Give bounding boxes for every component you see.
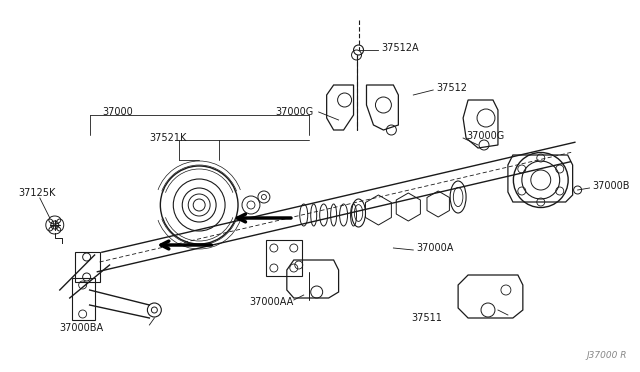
Text: 37521K: 37521K xyxy=(149,133,187,143)
Text: 37125K: 37125K xyxy=(18,188,55,198)
Text: 37000BA: 37000BA xyxy=(60,323,104,333)
Text: 37000G: 37000G xyxy=(466,131,504,141)
Text: 37000B: 37000B xyxy=(593,181,630,191)
Text: 37000AA: 37000AA xyxy=(249,297,293,307)
Text: 37000: 37000 xyxy=(102,107,133,117)
Text: 37000G: 37000G xyxy=(275,107,314,117)
Text: 37512: 37512 xyxy=(436,83,467,93)
Text: 37511: 37511 xyxy=(412,313,442,323)
Text: J37000 R: J37000 R xyxy=(587,351,627,360)
Text: 37512A: 37512A xyxy=(381,43,419,53)
Text: 37000A: 37000A xyxy=(416,243,454,253)
